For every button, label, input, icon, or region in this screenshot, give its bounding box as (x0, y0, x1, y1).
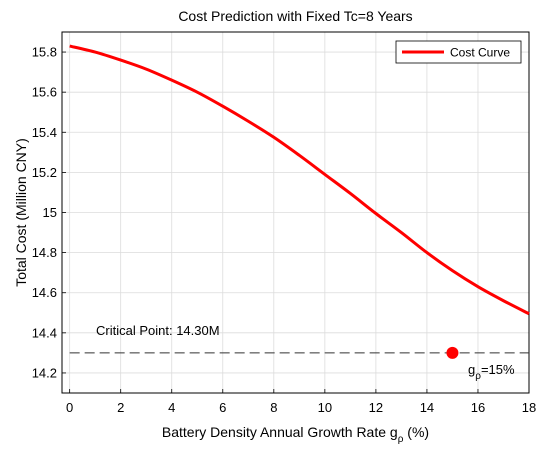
y-tick-label: 15.8 (32, 45, 57, 60)
x-tick-label: 12 (369, 400, 383, 415)
x-tick-label: 0 (66, 400, 73, 415)
y-tick-label: 15.2 (32, 165, 57, 180)
tick-labels: 0 2 4 6 8 10 12 14 16 18 14.2 14.4 14.6 14.8 15 15.2 15.… (32, 45, 537, 415)
x-axis-label-main: Battery Density Annual Growth Rate g (162, 424, 398, 440)
legend-label-cost-curve: Cost Curve (450, 46, 510, 60)
x-axis-label: Battery Density Annual Growth Rate gρ (%… (162, 424, 429, 445)
y-axis-label: Total Cost (Million CNY) (13, 138, 29, 287)
legend-box (395, 40, 522, 64)
marker-label: gρ=15% (468, 362, 515, 382)
y-tick-label: 14.2 (32, 365, 57, 380)
legend: Cost Curve (395, 40, 522, 64)
marker-group (446, 346, 459, 359)
critical-point-marker (446, 346, 459, 359)
x-tick-label: 18 (522, 400, 536, 415)
y-tick-label: 14.8 (32, 245, 57, 260)
y-tick-label: 15.6 (32, 85, 57, 100)
critical-point-label: Critical Point: 14.30M (96, 323, 220, 338)
x-axis-label-subscript: ρ (398, 434, 404, 445)
x-tick-label: 2 (117, 400, 124, 415)
series-line-cost-curve (69, 44, 530, 316)
x-tick-label: 16 (471, 400, 485, 415)
x-tick-label: 4 (168, 400, 175, 415)
series-group (69, 44, 530, 316)
y-tick-label: 15 (43, 205, 57, 220)
chart-title: Cost Prediction with Fixed Tc=8 Years (178, 8, 412, 24)
marker-label-main: g (468, 362, 475, 377)
y-tick-label: 14.6 (32, 285, 57, 300)
grid-lines (62, 32, 530, 393)
x-tick-label: 8 (270, 400, 277, 415)
x-tick-label: 6 (219, 400, 226, 415)
x-axis-label-suffix: (%) (403, 424, 429, 440)
marker-label-subscript: ρ (475, 371, 481, 382)
marker-label-suffix: =15% (481, 362, 515, 377)
x-tick-label: 14 (420, 400, 434, 415)
y-tick-label: 14.4 (32, 325, 57, 340)
x-tick-label: 10 (318, 400, 332, 415)
y-tick-label: 15.4 (32, 125, 57, 140)
